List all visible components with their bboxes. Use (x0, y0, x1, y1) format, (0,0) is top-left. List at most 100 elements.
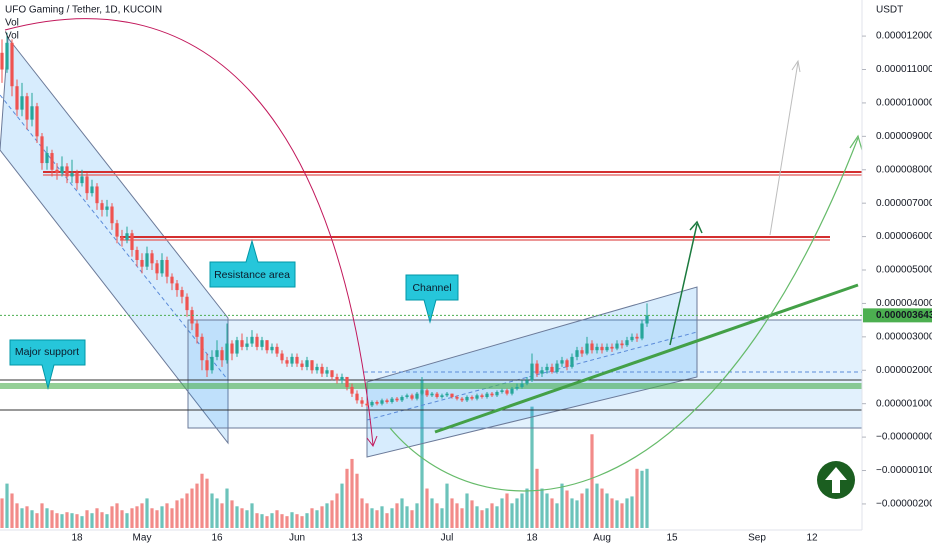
candle-body (340, 376, 344, 381)
candle-body (345, 376, 349, 387)
arrow-head (791, 59, 801, 73)
candle-body (70, 173, 74, 177)
volume-bar (560, 483, 564, 528)
candle-body (495, 391, 499, 396)
volume-bar (350, 458, 354, 528)
candle-body (420, 390, 424, 394)
volume-bar (405, 506, 409, 528)
volume-bar (565, 490, 569, 528)
volume-bar (285, 516, 289, 528)
volume-bar (165, 503, 169, 528)
volume-bar (555, 503, 559, 528)
candle-body (550, 366, 554, 372)
candle-body (425, 390, 429, 396)
candle-layer (0, 32, 649, 408)
x-tick-label: Aug (593, 533, 611, 544)
candle-body (625, 340, 629, 346)
x-tick-label: 16 (211, 533, 223, 544)
candle-body (325, 370, 329, 374)
volume-bar (175, 500, 179, 528)
projection-arc (4, 18, 374, 446)
candle-body (10, 42, 14, 87)
volume-bar (335, 493, 339, 528)
volume-bar (355, 473, 359, 528)
x-tick-label: Jul (441, 533, 454, 544)
volume-bar (360, 498, 364, 528)
arrow-head (689, 220, 703, 234)
y-tick-label: 0.000008000 (876, 164, 932, 175)
candle-body (530, 363, 534, 381)
icon-arrow (825, 467, 847, 493)
candle-body (480, 395, 484, 397)
volume-bar (35, 513, 39, 528)
candle-body (365, 403, 369, 406)
x-tick-label: Sep (748, 533, 766, 544)
volume-bar (575, 500, 579, 528)
candle-body (270, 346, 274, 351)
x-tick-label: 18 (526, 533, 538, 544)
candle-body (165, 259, 169, 277)
candle-body (295, 356, 299, 364)
volume-bar (160, 506, 164, 528)
volume-bar (275, 510, 279, 528)
volume-bar (595, 483, 599, 528)
candle-body (320, 366, 324, 374)
candle-body (150, 253, 154, 264)
y-tick-label: −0.000002000 (876, 499, 932, 510)
volume-bar (195, 483, 199, 528)
volume-bar (340, 483, 344, 528)
volume-bar (470, 500, 474, 528)
candle-body (435, 393, 439, 397)
volume-bar (460, 508, 464, 528)
x-tick-label: 15 (666, 533, 678, 544)
callout (9, 339, 86, 390)
candle-body (110, 206, 114, 224)
candle-body (520, 383, 524, 387)
candle-body (490, 393, 494, 396)
candle-body (135, 249, 139, 260)
candle-body (35, 106, 39, 137)
candle-body (620, 343, 624, 346)
volume-bar (585, 488, 589, 528)
y-tick-label: 0.000010000 (876, 98, 932, 109)
candle-body (225, 343, 229, 361)
candle-body (600, 346, 604, 351)
candle-body (540, 370, 544, 374)
candle-body (510, 388, 514, 394)
volume-bar (295, 514, 299, 528)
candle-body (80, 176, 84, 184)
candle-body (180, 290, 184, 297)
candle-body (570, 356, 574, 367)
candle-body (85, 176, 89, 194)
candle-body (140, 259, 144, 267)
volume-bar (105, 514, 109, 528)
volume-bar (115, 503, 119, 528)
volume-bar (95, 508, 99, 528)
candle-body (55, 169, 59, 174)
candle-body (505, 390, 509, 394)
volume-bar (500, 498, 504, 528)
volume-bar (530, 406, 534, 528)
volume-bar (45, 508, 49, 528)
volume-bar (450, 498, 454, 528)
candle-body (460, 398, 464, 401)
candle-body (455, 396, 459, 399)
volume-bar (55, 513, 59, 528)
candle-body (645, 315, 649, 324)
candle-body (230, 343, 234, 354)
volume-bar (445, 483, 449, 528)
candle-body (525, 380, 529, 384)
candle-body (515, 386, 519, 389)
candle-body (255, 336, 259, 347)
volume-bar (70, 513, 74, 528)
last-price-label: 0.000003643 (876, 310, 932, 321)
volume-bar (410, 510, 414, 528)
y-tick-label: 0.000011000 (876, 64, 932, 75)
volume-bar (235, 506, 239, 528)
volume-bar (185, 493, 189, 528)
volume-bar (590, 434, 594, 528)
candle-body (95, 186, 99, 204)
volume-bar (155, 510, 159, 528)
candle-body (60, 166, 64, 174)
